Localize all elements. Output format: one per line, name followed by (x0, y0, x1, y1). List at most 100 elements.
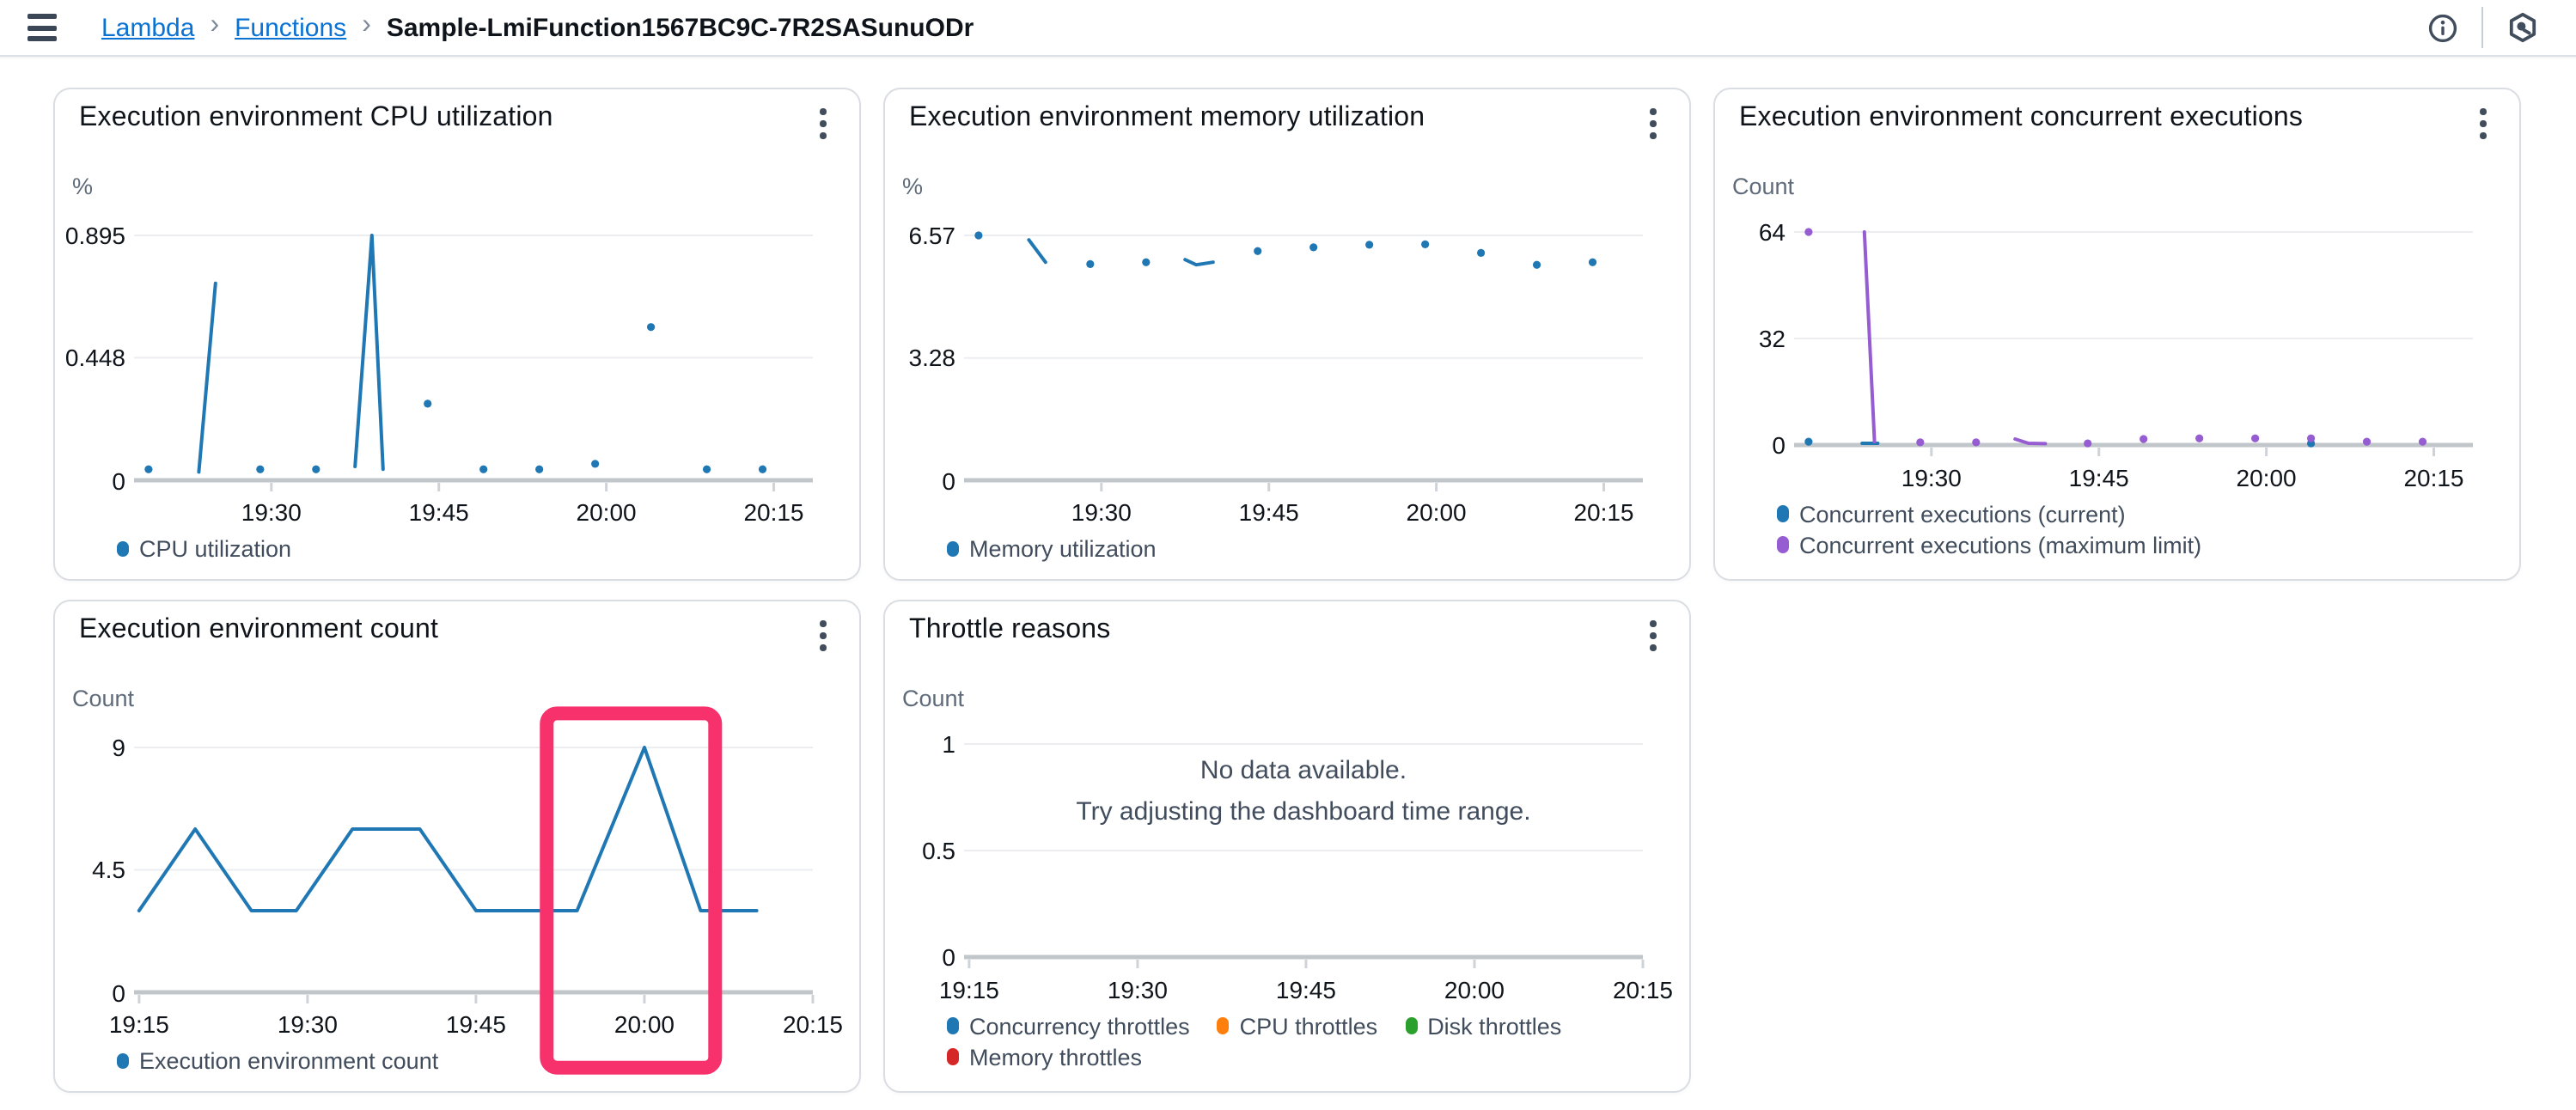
data-point (479, 466, 487, 473)
breadcrumb-separator-icon: › (210, 12, 219, 40)
x-axis-tick-label: 19:45 (384, 498, 494, 526)
y-axis-tick-label: 0 (885, 467, 955, 494)
header-actions (2420, 5, 2545, 50)
data-point (2419, 438, 2426, 446)
y-axis-unit-label: Count (72, 686, 134, 711)
legend-item[interactable]: Concurrent executions (current) (1777, 499, 2126, 528)
y-axis-tick-label: 9 (55, 734, 125, 761)
y-axis-unit-label: Count (1732, 174, 1794, 199)
y-axis-tick-label: 4.5 (55, 857, 125, 884)
widget-memory-utilization: Execution environment memory utilization… (883, 88, 1691, 581)
data-line (355, 235, 383, 469)
legend-item[interactable]: Execution environment count (117, 1046, 438, 1076)
y-axis-tick-label: 0.895 (55, 222, 125, 249)
legend-color-swatch (1405, 1018, 1417, 1034)
y-axis-tick-label: 0.448 (55, 344, 125, 371)
legend-item[interactable]: CPU utilization (117, 534, 291, 564)
x-axis-tick-label: 19:45 (421, 1010, 531, 1038)
amazon-q-icon[interactable] (2500, 5, 2545, 50)
monitoring-dashboard: Execution environment CPU utilization %0… (0, 57, 2576, 1093)
x-axis-tick-label: 19:15 (914, 975, 1024, 1003)
data-point (2140, 435, 2147, 442)
x-axis-tick-label: 20:15 (758, 1010, 868, 1038)
widget-concurrent-executions: Execution environment concurrent executi… (1713, 88, 2521, 581)
legend-item[interactable]: Concurrency throttles (947, 1011, 1190, 1040)
widget-execution-environment-count: Execution environment count Count04.5919… (53, 600, 861, 1093)
y-axis-tick-label: 1 (885, 730, 955, 758)
data-point (974, 231, 982, 239)
legend-label: Concurrent executions (maximum limit) (1799, 532, 2201, 558)
x-axis-tick-label: 19:30 (1083, 975, 1193, 1003)
legend-item[interactable]: Disk throttles (1405, 1011, 1561, 1040)
hamburger-menu-icon[interactable] (26, 10, 60, 45)
no-data-line2: Try adjusting the dashboard time range. (1076, 797, 1530, 826)
legend-item[interactable]: CPU throttles (1218, 1011, 1378, 1040)
x-axis-tick-label: 19:30 (253, 1010, 363, 1038)
breadcrumb-link-functions[interactable]: Functions (235, 13, 346, 42)
y-axis-tick-label: 0 (885, 943, 955, 971)
y-axis-unit-label: % (902, 174, 923, 199)
x-axis-tick-label: 20:15 (1549, 498, 1659, 526)
data-point (1804, 438, 1812, 446)
x-axis-tick-label: 19:30 (1047, 498, 1157, 526)
legend-color-swatch (117, 541, 129, 558)
data-point (312, 466, 320, 473)
data-point (144, 466, 152, 473)
data-line (1185, 259, 1213, 265)
x-axis-tick-label: 19:30 (1877, 463, 1987, 491)
data-point (2251, 435, 2259, 442)
legend-label: CPU throttles (1240, 1013, 1378, 1039)
legend-color-swatch (117, 1053, 129, 1070)
data-point (256, 466, 264, 473)
data-point (759, 466, 766, 473)
chart-legend: Concurrent executions (current) Concurren… (1777, 499, 2506, 559)
data-point (1804, 228, 1812, 235)
top-navigation: Lambda › Functions › Sample-LmiFunction1… (0, 0, 2576, 57)
y-axis-tick-label: 0.5 (885, 837, 955, 864)
data-point (2307, 435, 2315, 442)
breadcrumb: Lambda › Functions › Sample-LmiFunction1… (101, 13, 974, 42)
data-point (591, 460, 599, 467)
legend-label: Disk throttles (1427, 1013, 1561, 1039)
data-point (1533, 261, 1541, 269)
data-point (535, 466, 543, 473)
data-point (1421, 241, 1429, 248)
legend-color-swatch (1218, 1018, 1230, 1034)
data-point (647, 323, 655, 331)
legend-label: CPU utilization (139, 536, 291, 562)
data-point (2195, 435, 2203, 442)
widget-row-1: Execution environment CPU utilization %0… (53, 88, 2523, 581)
data-point (2084, 439, 2091, 447)
data-point (1142, 259, 1150, 266)
legend-color-swatch (947, 541, 959, 558)
legend-item[interactable]: Memory utilization (947, 534, 1157, 564)
legend-label: Memory utilization (969, 536, 1157, 562)
breadcrumb-current-function-name: Sample-LmiFunction1567BC9C-7R2SASunuODr (387, 13, 974, 42)
legend-label: Concurrency throttles (969, 1013, 1190, 1039)
legend-label: Concurrent executions (current) (1799, 501, 2126, 527)
lambda-console-page: Lambda › Functions › Sample-LmiFunction1… (0, 0, 2576, 1110)
x-axis-tick-label: 20:15 (2379, 463, 2489, 491)
data-line (198, 284, 215, 473)
data-point (424, 399, 431, 407)
breadcrumb-separator-icon: › (362, 12, 371, 40)
data-point (1254, 247, 1261, 255)
y-axis-tick-label: 64 (1715, 218, 1785, 246)
info-icon[interactable] (2420, 5, 2464, 50)
data-point (1589, 259, 1596, 266)
x-axis-tick-label: 19:45 (1214, 498, 1324, 526)
breadcrumb-link-lambda[interactable]: Lambda (101, 13, 194, 42)
data-point (1972, 438, 1980, 446)
chart-cpu-utilization: %00.4480.89519:3019:4520:0020:15CPU util… (55, 89, 859, 579)
legend-color-swatch (947, 1049, 959, 1065)
legend-item[interactable]: Concurrent executions (maximum limit) (1777, 530, 2201, 559)
legend-item[interactable]: Memory throttles (947, 1042, 1142, 1071)
legend-color-swatch (1777, 537, 1789, 553)
x-axis-tick-label: 19:45 (2044, 463, 2154, 491)
data-point (703, 466, 711, 473)
no-data-message: No data available.Try adjusting the dash… (964, 756, 1643, 826)
widget-row-2: Execution environment count Count 0 4.5 9 19… (53, 600, 2523, 1093)
x-axis-tick-label: 20:00 (2212, 463, 2322, 491)
legend-color-swatch (1777, 506, 1789, 522)
widget-throttle-reasons: Throttle reasons Count00.5119:1519:3019:… (883, 600, 1691, 1093)
